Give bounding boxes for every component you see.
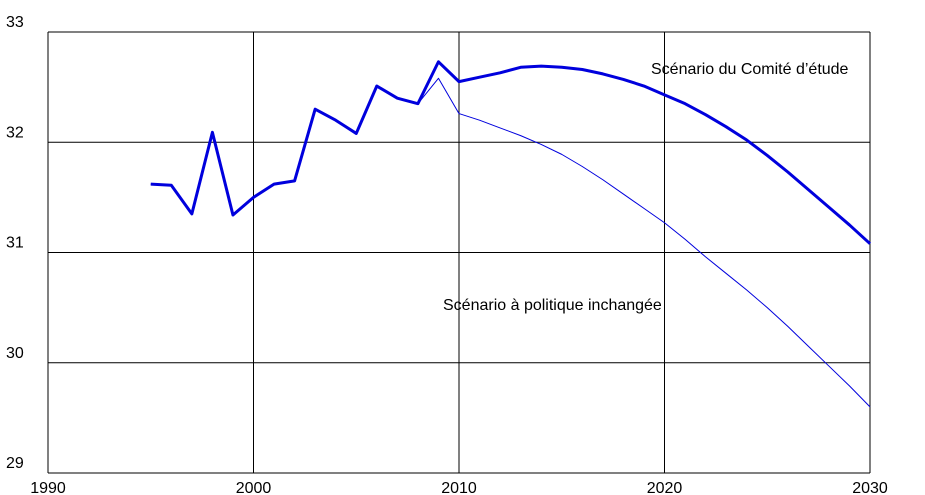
x-tick-label: 2030 bbox=[852, 480, 888, 495]
x-tick-label: 1990 bbox=[30, 480, 66, 495]
series-line bbox=[150, 60, 872, 245]
x-tick-label: 2000 bbox=[236, 480, 272, 495]
annotation: Scénario du Comité d’étude bbox=[651, 61, 849, 78]
y-tick-label: 30 bbox=[6, 345, 24, 362]
x-tick-label: 2010 bbox=[441, 480, 477, 495]
y-tick-label: 33 bbox=[6, 14, 24, 31]
y-tick-label: 32 bbox=[6, 124, 24, 141]
y-tick-label: 31 bbox=[6, 235, 24, 252]
series-line bbox=[150, 77, 871, 408]
y-tick-label: 29 bbox=[6, 455, 24, 472]
annotation: Scénario à politique inchangée bbox=[443, 297, 662, 314]
x-tick-label: 2020 bbox=[647, 480, 683, 495]
